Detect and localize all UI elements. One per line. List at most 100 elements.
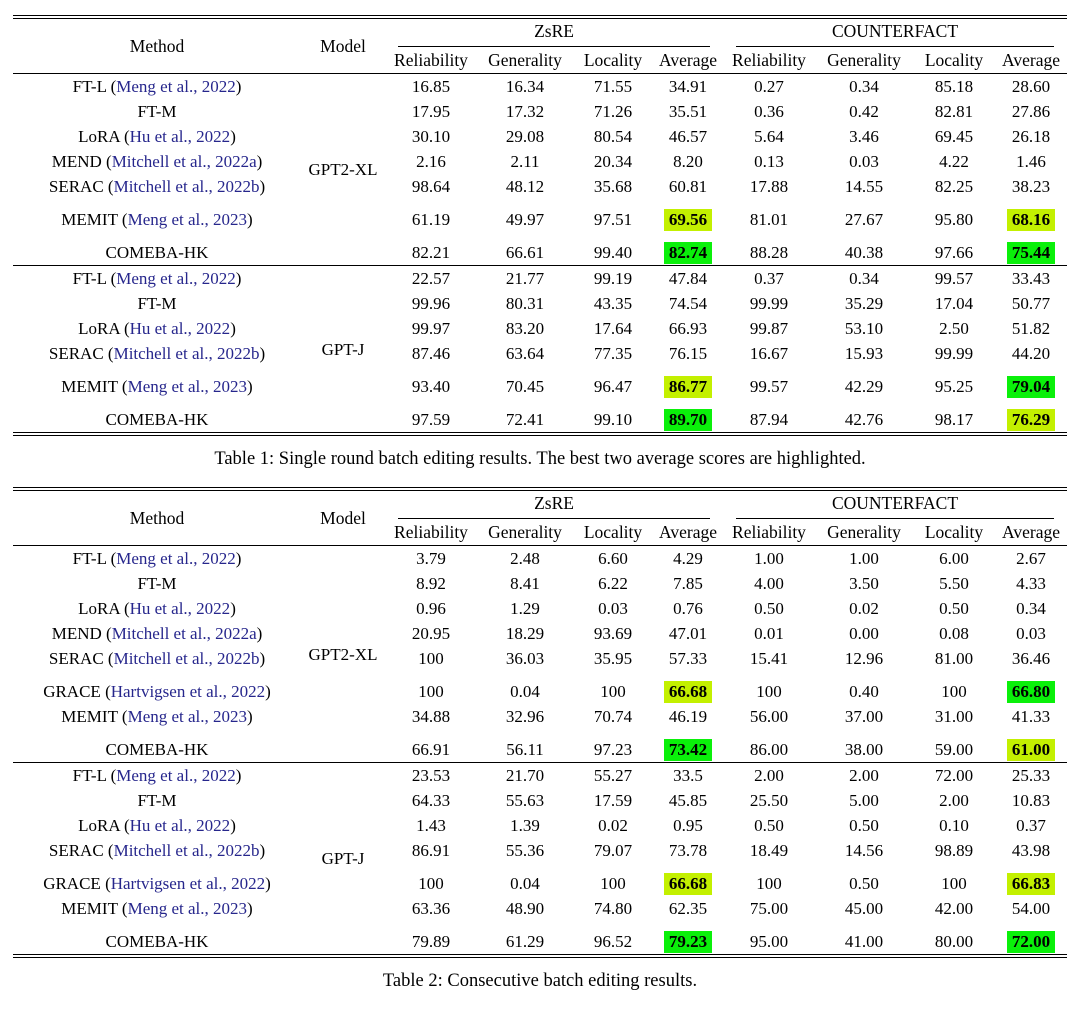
- value-cell: 1.00: [849, 549, 879, 568]
- value-cell: 28.60: [1011, 77, 1051, 96]
- highlighted-average: 76.29: [1006, 409, 1056, 431]
- results-table-1: Method Model ZsRE COUNTERFACT Reliability Gen…: [13, 19, 1068, 432]
- method-cell: FT-L (Meng et al., 2022): [72, 77, 242, 96]
- header-row-metrics: Reliability Generality Locality Average Reli…: [13, 48, 1068, 74]
- table-row: COMEBA-HK 97.59 72.41 99.10 89.70 87.94 42.76 9…: [13, 399, 1067, 432]
- value-cell: 18.29: [505, 624, 545, 643]
- citation-link[interactable]: Mitchell et al., 2022b: [113, 649, 260, 668]
- group-underline: [736, 46, 1055, 47]
- value-cell: 86.00: [749, 740, 789, 759]
- average-value-cell: 89.70: [653, 399, 723, 432]
- model-cell: GPT-J: [301, 762, 385, 954]
- method-cell: FT-L (Meng et al., 2022): [72, 549, 242, 568]
- value-cell: 99.19: [573, 265, 653, 291]
- value-cell: 100: [418, 682, 444, 701]
- value-cell: 0.36: [754, 102, 784, 121]
- group-underline: [398, 518, 710, 519]
- citation-link[interactable]: Mitchell et al., 2022b: [113, 841, 260, 860]
- value-cell: 48.12: [505, 177, 545, 196]
- citation-link[interactable]: Meng et al., 2023: [127, 210, 248, 229]
- value-cell: 99.99: [934, 344, 974, 363]
- value-cell: 71.55: [593, 77, 633, 96]
- highlighted-average: 82.74: [663, 242, 713, 264]
- value-cell: 71.26: [593, 102, 633, 121]
- table-row: FT-L (Meng et al., 2022) GPT2-XL 3.79 2.48 6…: [13, 546, 1067, 664]
- value-cell: 100: [418, 649, 444, 668]
- value-cell: 66.93: [668, 319, 708, 338]
- table-row: COMEBA-HK 79.89 61.29 96.52 79.23 95.00 41.00 8…: [13, 921, 1067, 954]
- value-cell: 32.96: [505, 707, 545, 726]
- value-cell: 0.50: [849, 874, 879, 893]
- citation-link[interactable]: Hu et al., 2022: [129, 816, 231, 835]
- average-value-cell: 79.23: [653, 921, 723, 954]
- citation-link[interactable]: Meng et al., 2022: [116, 766, 236, 785]
- method-name: SERAC: [48, 649, 104, 668]
- value-cell: 0.01: [754, 624, 784, 643]
- citation-link[interactable]: Hu et al., 2022: [129, 319, 231, 338]
- value-cell: 7.85: [673, 574, 703, 593]
- method-cell: COMEBA-HK: [13, 399, 301, 432]
- table-row: LoRA (Hu et al., 2022) 99.97 83.20 17.64 66.…: [13, 316, 1067, 341]
- citation-link[interactable]: Meng et al., 2023: [127, 899, 248, 918]
- citation-link[interactable]: Mitchell et al., 2022b: [113, 344, 260, 363]
- value-cell: 15.93: [844, 344, 884, 363]
- value-cell: 17.95: [411, 102, 451, 121]
- citation-link[interactable]: Meng et al., 2022: [116, 549, 236, 568]
- citation-link[interactable]: Hartvigsen et al., 2022: [110, 874, 266, 893]
- citation-link[interactable]: Mitchell et al., 2022a: [111, 152, 257, 171]
- value-cell: 40.38: [844, 243, 884, 262]
- model-section: FT-L (Meng et al., 2022) GPT2-XL 16.85 16.3…: [13, 74, 1067, 266]
- value-cell: 27.86: [1011, 102, 1051, 121]
- citation-link[interactable]: Mitchell et al., 2022b: [113, 177, 260, 196]
- citation-link[interactable]: Hu et al., 2022: [129, 127, 231, 146]
- value-cell: 48.90: [505, 899, 545, 918]
- value-cell: 57.33: [668, 649, 708, 668]
- value-cell: 5.64: [754, 127, 784, 146]
- value-cell: 0.00: [849, 624, 879, 643]
- group-header-zsre: ZsRE: [385, 491, 723, 520]
- value-cell: 100: [941, 874, 967, 893]
- table-row: MEND (Mitchell et al., 2022a) 20.95 18.29 9…: [13, 621, 1067, 646]
- value-cell: 100: [756, 682, 782, 701]
- method-cell: SERAC (Mitchell et al., 2022b): [48, 841, 266, 860]
- citation-link[interactable]: Mitchell et al., 2022a: [111, 624, 257, 643]
- value-cell: 5.50: [939, 574, 969, 593]
- method-name: COMEBA-HK: [105, 410, 209, 429]
- citation-link[interactable]: Hartvigsen et al., 2022: [110, 682, 266, 701]
- value-cell: 2.48: [510, 549, 540, 568]
- value-cell: 37.00: [844, 707, 884, 726]
- value-cell: 35.68: [593, 177, 633, 196]
- value-cell: 99.87: [749, 319, 789, 338]
- value-cell: 99.10: [593, 410, 633, 429]
- citation-link[interactable]: Meng et al., 2022: [116, 269, 236, 288]
- value-cell: 0.08: [939, 624, 969, 643]
- value-cell: 17.04: [934, 294, 974, 313]
- metric-header: Reliability: [385, 520, 477, 546]
- group-label: COUNTERFACT: [831, 21, 959, 41]
- value-cell: 38.23: [1011, 177, 1051, 196]
- value-cell: 72.41: [505, 410, 545, 429]
- value-cell: 41.00: [844, 932, 884, 951]
- value-cell: 0.96: [416, 599, 446, 618]
- citation-link[interactable]: Meng et al., 2023: [127, 377, 248, 396]
- table-row: GRACE (Hartvigsen et al., 2022) 100 0.04 10…: [13, 863, 1067, 896]
- value-cell: 14.55: [844, 177, 884, 196]
- method-name: COMEBA-HK: [105, 740, 209, 759]
- value-cell: 43.35: [593, 294, 633, 313]
- table-row: FT-M 8.92 8.41 6.22 7.85 4.00 3.50 5.50 4.33: [13, 571, 1067, 596]
- table-row: LoRA (Hu et al., 2022) 30.10 29.08 80.54 46.…: [13, 124, 1067, 149]
- highlighted-average: 73.42: [663, 739, 713, 761]
- citation-link[interactable]: Meng et al., 2022: [116, 77, 236, 96]
- value-cell: 1.39: [510, 816, 540, 835]
- method-cell: FT-M: [13, 99, 301, 124]
- value-cell: 61.19: [411, 210, 451, 229]
- citation-link[interactable]: Meng et al., 2023: [127, 707, 248, 726]
- value-cell: 51.82: [1011, 319, 1051, 338]
- value-cell: 86.91: [411, 841, 451, 860]
- citation-link[interactable]: Hu et al., 2022: [129, 599, 231, 618]
- value-cell: 63.36: [411, 899, 451, 918]
- value-cell: 96.47: [593, 377, 633, 396]
- value-cell: 74.54: [668, 294, 708, 313]
- metric-header: Average: [995, 520, 1068, 546]
- value-cell: 59.00: [934, 740, 974, 759]
